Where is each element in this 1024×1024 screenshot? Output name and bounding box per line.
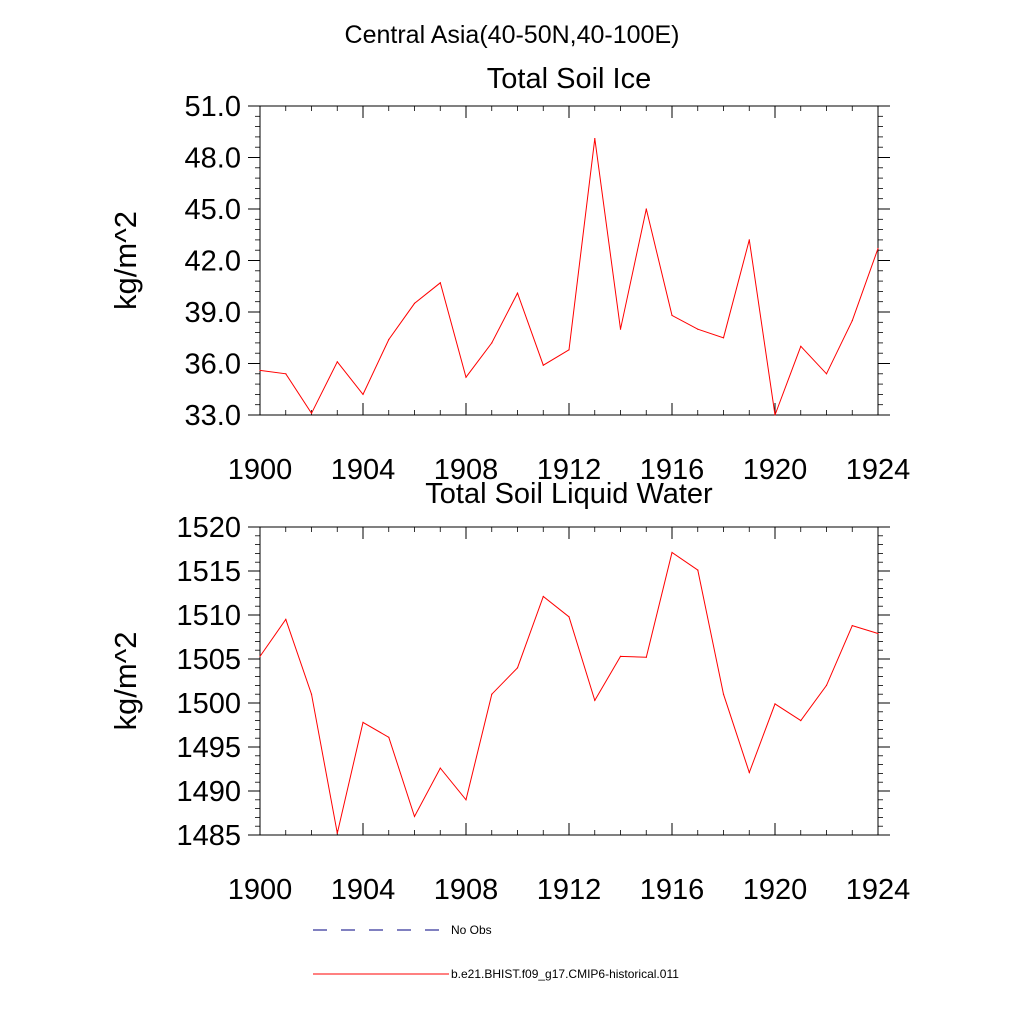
data-point-1906 xyxy=(413,815,416,818)
data-point-1917 xyxy=(697,569,699,571)
legend-entry-no-obs: No Obs xyxy=(313,923,492,937)
x-tick-label-1920: 1920 xyxy=(743,454,808,486)
data-point-1922 xyxy=(825,684,828,687)
data-point-1915 xyxy=(645,208,647,210)
x-tick-label-1924: 1924 xyxy=(846,454,911,486)
data-point-1907 xyxy=(439,767,441,769)
y-tick-label-1510: 1510 xyxy=(176,600,241,632)
data-point-1913 xyxy=(594,138,596,140)
x-tick-label-1908: 1908 xyxy=(434,454,499,486)
panel-title: Total Soil Ice xyxy=(487,63,651,95)
data-point-1917 xyxy=(697,328,699,330)
y-tick-label-1505: 1505 xyxy=(176,644,241,676)
data-point-1921 xyxy=(800,720,802,722)
data-point-1918 xyxy=(722,337,725,339)
plot-frame xyxy=(259,105,879,416)
data-point-1904 xyxy=(362,393,364,395)
data-point-1913 xyxy=(594,699,596,702)
legend-entry-model-run: b.e21.BHIST.f09_g17.CMIP6-historical.011 xyxy=(313,967,679,981)
data-point-1901 xyxy=(285,373,287,375)
legend-label-model-run: b.e21.BHIST.f09_g17.CMIP6-historical.011 xyxy=(451,967,679,981)
series-line-0 xyxy=(259,551,879,834)
data-point-1911 xyxy=(542,364,544,366)
series-line-0 xyxy=(259,138,879,416)
data-point-1916 xyxy=(671,314,673,316)
x-tick-label-1924: 1924 xyxy=(846,874,911,906)
data-point-1923 xyxy=(851,625,853,627)
data-point-1901 xyxy=(285,618,287,621)
data-point-1900 xyxy=(259,369,261,371)
panel-title: Total Soil Liquid Water xyxy=(425,478,713,510)
panel-total-soil-ice: Total Soil Ice 1900 1904 1908 1912 1916 1920 19… xyxy=(108,63,910,486)
data-point-1915 xyxy=(645,656,647,658)
legend-label-no-obs: No Obs xyxy=(451,923,492,937)
y-tick-label-1495: 1495 xyxy=(176,732,241,764)
data-point-1904 xyxy=(362,721,364,724)
data-point-1908 xyxy=(465,376,467,378)
y-tick-label-51-0: 51.0 xyxy=(185,91,241,123)
data-point-1902 xyxy=(310,412,313,414)
data-point-1910 xyxy=(516,667,519,669)
x-tick-label-1912: 1912 xyxy=(537,454,602,486)
data-point-1908 xyxy=(465,799,467,801)
data-point-1922 xyxy=(825,373,828,375)
data-point-1916 xyxy=(671,551,673,554)
x-tick-label-1904: 1904 xyxy=(331,454,396,486)
data-point-1912 xyxy=(568,616,570,618)
y-axis-label: kg/m^2 xyxy=(108,211,143,310)
y-tick-label-48-0: 48.0 xyxy=(185,143,241,175)
x-tick-label-1904: 1904 xyxy=(331,874,396,906)
x-tick-label-1920: 1920 xyxy=(743,874,808,906)
data-point-1911 xyxy=(542,595,544,598)
data-point-1912 xyxy=(568,349,570,351)
data-point-1903 xyxy=(336,361,338,363)
x-tick-label-1916: 1916 xyxy=(640,874,705,906)
data-point-1914 xyxy=(619,328,622,330)
data-point-1920 xyxy=(774,703,776,705)
data-point-1910 xyxy=(516,292,519,294)
data-point-1920 xyxy=(774,414,776,416)
x-tick-label-1900: 1900 xyxy=(228,874,293,906)
data-point-1924 xyxy=(877,632,879,635)
x-tick-label-1908: 1908 xyxy=(434,874,499,906)
y-tick-label-45-0: 45.0 xyxy=(185,194,241,226)
data-point-1923 xyxy=(851,320,853,322)
y-tick-label-1490: 1490 xyxy=(176,776,241,808)
y-tick-label-42-0: 42.0 xyxy=(185,246,241,278)
x-tick-label-1912: 1912 xyxy=(537,874,602,906)
data-point-1909 xyxy=(491,693,493,695)
figure-title: Central Asia(40-50N,40-100E) xyxy=(345,21,680,49)
data-point-1919 xyxy=(748,771,750,774)
y-tick-label-36-0: 36.0 xyxy=(185,349,241,381)
data-point-1900 xyxy=(259,655,261,658)
data-point-1919 xyxy=(748,239,750,241)
panel-total-soil-liquid-water: Total Soil Liquid Water 1900 1904 1908 1912 1… xyxy=(108,478,910,906)
x-tick-label-1900: 1900 xyxy=(228,454,293,486)
y-tick-label-1500: 1500 xyxy=(176,688,241,720)
y-tick-label-39-0: 39.0 xyxy=(185,297,241,329)
y-axis-label: kg/m^2 xyxy=(108,632,143,731)
data-point-1924 xyxy=(877,247,879,250)
y-tick-label-1520: 1520 xyxy=(176,512,241,544)
data-point-1907 xyxy=(439,282,441,284)
data-point-1906 xyxy=(413,302,416,304)
data-point-1905 xyxy=(388,736,390,738)
y-tick-label-1485: 1485 xyxy=(176,820,241,852)
data-point-1905 xyxy=(388,338,390,341)
data-point-1921 xyxy=(800,345,802,347)
data-point-1918 xyxy=(722,693,725,695)
data-point-1914 xyxy=(619,655,622,658)
legend: No Obs b.e21.BHIST.f09_g17.CMIP6-histori… xyxy=(313,923,679,981)
plot-frame xyxy=(259,526,879,836)
y-tick-label-33-0: 33.0 xyxy=(185,400,241,432)
data-point-1902 xyxy=(310,693,313,695)
x-tick-label-1916: 1916 xyxy=(640,454,705,486)
data-point-1903 xyxy=(336,832,338,834)
y-tick-label-1515: 1515 xyxy=(176,556,241,588)
data-point-1909 xyxy=(491,342,493,344)
